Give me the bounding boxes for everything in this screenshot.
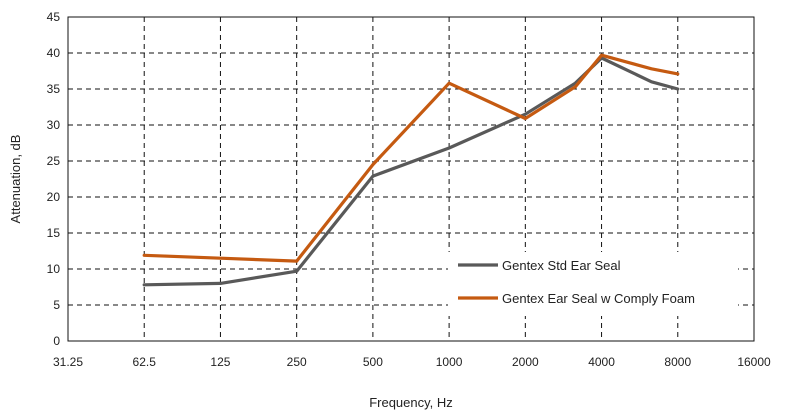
x-axis-title: Frequency, Hz xyxy=(369,395,453,410)
x-tick-label: 2000 xyxy=(512,355,539,369)
y-tick-label: 25 xyxy=(47,154,61,168)
x-tick-label: 16000 xyxy=(737,355,771,369)
x-tick-label: 8000 xyxy=(664,355,691,369)
x-tick-label: 4000 xyxy=(588,355,615,369)
y-tick-label: 30 xyxy=(47,118,61,132)
x-tick-label: 250 xyxy=(287,355,307,369)
x-tick-label: 62.5 xyxy=(133,355,157,369)
series-line-comply-foam xyxy=(142,53,680,263)
x-tick-label: 31.25 xyxy=(53,355,83,369)
y-tick-label: 20 xyxy=(47,190,61,204)
legend: Gentex Std Ear Seal Gentex Ear Seal w Co… xyxy=(448,252,738,316)
y-tick-label: 15 xyxy=(47,226,61,240)
x-tick-label: 500 xyxy=(363,355,383,369)
legend-label-std: Gentex Std Ear Seal xyxy=(502,258,621,273)
x-tick-label: 125 xyxy=(210,355,230,369)
y-tick-label: 35 xyxy=(47,82,61,96)
y-tick-label: 0 xyxy=(53,334,60,348)
legend-label-comply: Gentex Ear Seal w Comply Foam xyxy=(502,291,695,306)
series-lines xyxy=(142,53,680,287)
y-tick-label: 5 xyxy=(53,298,60,312)
y-axis-title: Attenuation, dB xyxy=(8,135,23,224)
x-tick-labels: 31.25 62.5 125 250 500 1000 2000 4000 8000 16000 xyxy=(53,355,771,369)
series-line-std-ear-seal xyxy=(142,56,680,287)
y-tick-label: 40 xyxy=(47,46,61,60)
plot-area xyxy=(67,16,755,342)
legend-background xyxy=(448,252,738,316)
y-tick-label: 45 xyxy=(47,10,61,24)
y-tick-labels: 0 5 10 15 20 25 30 35 40 45 xyxy=(47,10,61,348)
y-tick-label: 10 xyxy=(47,262,61,276)
x-tick-label: 1000 xyxy=(436,355,463,369)
